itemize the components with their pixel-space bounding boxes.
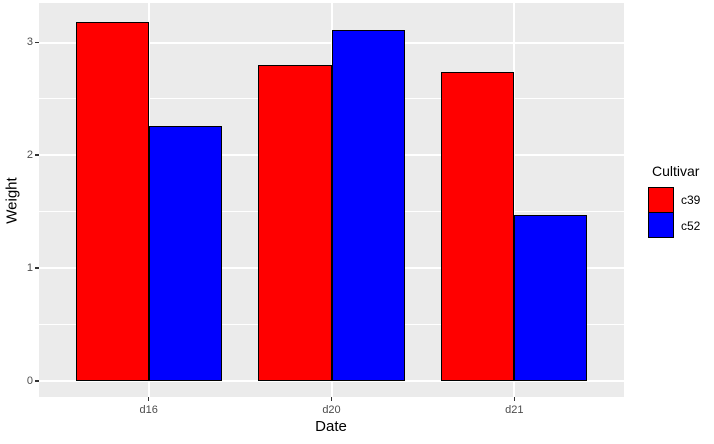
y-tick-label: 2 <box>26 148 33 161</box>
x-tick-label: d20 <box>322 404 341 416</box>
y-tick-mark <box>35 267 39 269</box>
x-tick-label: d21 <box>505 404 524 416</box>
x-tick-mark <box>147 397 150 401</box>
bar-c52-d21 <box>514 215 588 382</box>
legend-entry-c52: c52 <box>648 212 701 239</box>
bar-c39-d21 <box>441 71 515 382</box>
y-tick-label: 0 <box>26 374 33 387</box>
legend-entry-c39: c39 <box>648 187 700 213</box>
y-tick-mark <box>35 380 39 382</box>
bar-c52-d20 <box>331 30 405 382</box>
bar-c39-d20 <box>258 65 332 382</box>
legend-label: c39 <box>681 193 701 207</box>
legend: Cultivar c39 c52 <box>648 163 700 239</box>
legend-swatch-c39 <box>648 187 674 213</box>
bar-c39-d16 <box>75 22 149 382</box>
x-axis-title: Date <box>315 418 347 435</box>
y-tick-label: 1 <box>26 261 33 274</box>
y-tick-mark <box>35 41 39 44</box>
y-tick-mark <box>35 154 39 156</box>
legend-keys: c39 c52 <box>648 187 700 239</box>
legend-swatch-c52 <box>648 212 674 239</box>
x-tick-mark <box>513 397 516 401</box>
x-tick-label: d16 <box>139 404 158 416</box>
y-tick-label: 3 <box>26 36 33 48</box>
bar-c52-d16 <box>148 126 222 382</box>
gridline-vertical <box>513 3 516 397</box>
y-axis-title: Weight <box>3 177 21 224</box>
legend-label: c52 <box>681 219 701 233</box>
legend-title: Cultivar <box>652 163 700 179</box>
x-tick-mark <box>330 397 333 401</box>
